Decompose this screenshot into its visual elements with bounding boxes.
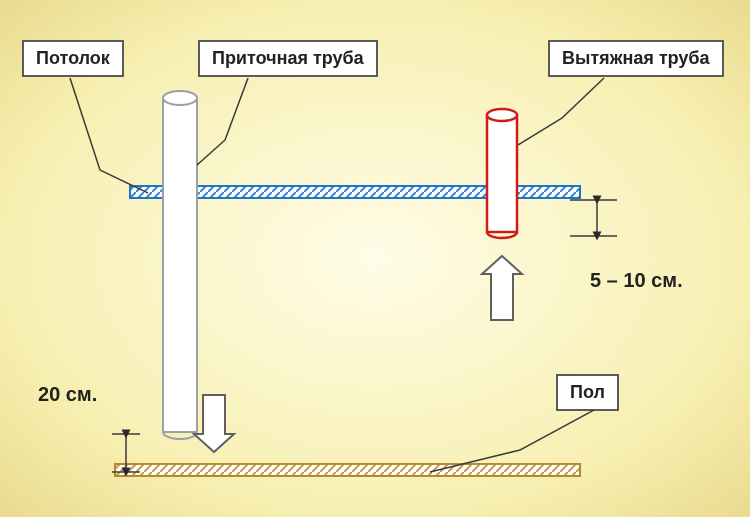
arrow-up-icon [482,256,522,320]
floor-bar [115,464,580,476]
callout-ceiling [70,78,148,193]
arrow-down-icon [194,395,234,452]
callout-exhaust [518,78,604,145]
callout-floor [430,410,594,472]
supply-pipe-top [163,91,197,105]
exhaust-pipe-body [487,115,517,232]
exhaust-pipe-top [487,109,517,121]
diagram-svg [0,0,750,517]
diagram-canvas: Потолок Приточная труба Вытяжная труба П… [0,0,750,517]
callout-supply [197,78,248,165]
supply-pipe-body [163,98,197,432]
